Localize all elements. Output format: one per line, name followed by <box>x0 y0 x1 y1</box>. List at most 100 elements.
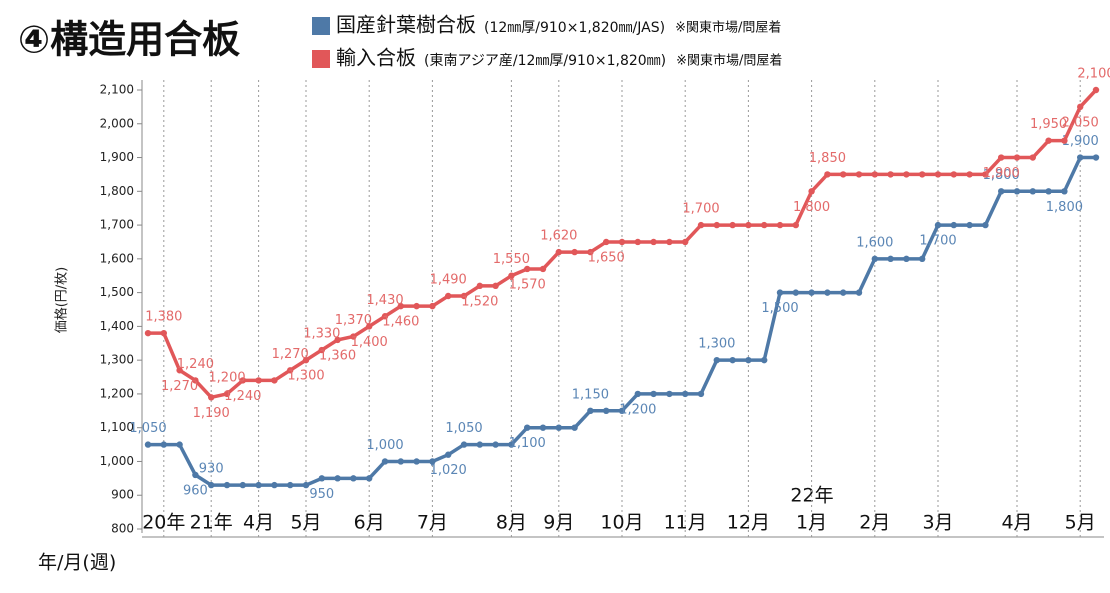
data-point <box>729 221 736 229</box>
data-label: 1,800 <box>1046 200 1083 215</box>
data-point <box>650 390 657 398</box>
data-point <box>871 255 878 263</box>
data-point <box>255 481 262 489</box>
data-point <box>429 458 436 465</box>
data-point <box>587 407 594 415</box>
data-point <box>445 292 452 300</box>
data-point <box>334 475 341 482</box>
data-label: 1,200 <box>208 370 245 385</box>
x-tick-label: 1月 <box>796 512 827 534</box>
data-label: 1,360 <box>319 348 356 363</box>
data-label: 1,370 <box>335 313 372 328</box>
legend-label: 国産針葉樹合板 <box>336 13 476 37</box>
data-point <box>160 441 167 448</box>
data-label: 1,270 <box>161 379 198 394</box>
data-point <box>508 441 515 448</box>
y-tick-label: 2,100 <box>100 83 134 97</box>
legend-note: ※関東市場/問屋着 <box>676 53 782 69</box>
data-point <box>223 481 231 489</box>
data-label: 1,700 <box>919 234 956 249</box>
data-point <box>239 481 246 489</box>
data-point <box>508 272 515 279</box>
y-tick-label: 1,900 <box>100 150 134 164</box>
data-point <box>697 390 705 398</box>
data-point <box>761 356 768 364</box>
data-point <box>413 302 420 310</box>
data-point <box>871 171 878 178</box>
data-label: 960 <box>183 483 208 498</box>
x-tick-label: 10月 <box>600 512 643 534</box>
data-label: 1,190 <box>193 406 230 421</box>
data-point <box>287 481 294 489</box>
data-point <box>429 302 436 310</box>
data-label: 1,300 <box>287 369 324 384</box>
data-point <box>982 171 989 178</box>
data-point <box>1013 188 1021 195</box>
data-point <box>808 188 815 195</box>
data-label: 1,900 <box>983 166 1020 181</box>
data-point <box>603 238 610 246</box>
data-point <box>792 221 799 229</box>
data-point <box>1077 154 1084 161</box>
data-point <box>634 238 641 246</box>
data-point <box>1077 103 1084 111</box>
data-point <box>634 390 641 398</box>
data-point <box>476 282 483 290</box>
data-point <box>934 171 942 178</box>
data-point <box>745 221 752 229</box>
x-tick-label: 9月 <box>543 512 574 534</box>
x-tick-label: 4月 <box>1001 512 1032 534</box>
data-label: 1,500 <box>761 301 798 316</box>
data-label: 1,950 <box>1030 117 1067 132</box>
x-tick-label: 4月 <box>243 512 274 534</box>
data-label: 1,050 <box>445 421 482 436</box>
data-point <box>192 377 199 384</box>
data-label: 1,620 <box>540 229 577 244</box>
data-point <box>919 255 926 263</box>
data-label: 1,800 <box>793 200 830 215</box>
x-tick-label: 6月 <box>354 512 385 534</box>
data-point <box>1029 188 1037 195</box>
data-point <box>492 441 499 448</box>
data-point <box>761 221 768 229</box>
data-point <box>745 356 752 364</box>
data-point <box>413 458 420 465</box>
data-point <box>618 238 626 246</box>
data-point <box>950 221 957 229</box>
data-point <box>776 289 784 296</box>
legend-note: ※関東市場/問屋着 <box>675 20 781 36</box>
chart-title: ④構造用合板 <box>18 18 240 62</box>
data-point <box>381 458 389 465</box>
data-label: 1,460 <box>382 315 419 330</box>
data-point <box>539 424 547 431</box>
data-point <box>855 171 863 178</box>
data-label: 1,200 <box>619 402 656 417</box>
x-tick-label: 21年 <box>190 512 233 534</box>
data-point <box>903 171 910 178</box>
y-tick-label: 1,300 <box>100 353 134 367</box>
data-point <box>840 171 847 178</box>
data-point <box>350 333 357 340</box>
data-label: 1,550 <box>493 252 530 267</box>
data-label: 1,020 <box>430 463 467 478</box>
data-point <box>840 289 847 296</box>
data-label: 1,100 <box>509 436 546 451</box>
data-label: 1,490 <box>430 272 467 287</box>
data-point <box>887 255 894 263</box>
data-point <box>1029 154 1037 161</box>
data-point <box>587 248 594 256</box>
x-tick-label: 8月 <box>496 512 527 534</box>
data-point <box>271 377 278 384</box>
data-point <box>776 221 784 229</box>
data-point <box>223 390 231 398</box>
data-point <box>982 221 989 229</box>
data-point <box>650 238 657 246</box>
data-point <box>792 289 799 296</box>
data-label: 1,150 <box>572 387 609 402</box>
y-tick-label: 1,600 <box>100 251 134 265</box>
y-tick-label: 900 <box>111 488 134 502</box>
y-tick-label: 1,200 <box>100 386 134 400</box>
data-label: 930 <box>199 462 224 477</box>
data-label: 1,300 <box>698 337 735 352</box>
data-point <box>271 481 278 489</box>
